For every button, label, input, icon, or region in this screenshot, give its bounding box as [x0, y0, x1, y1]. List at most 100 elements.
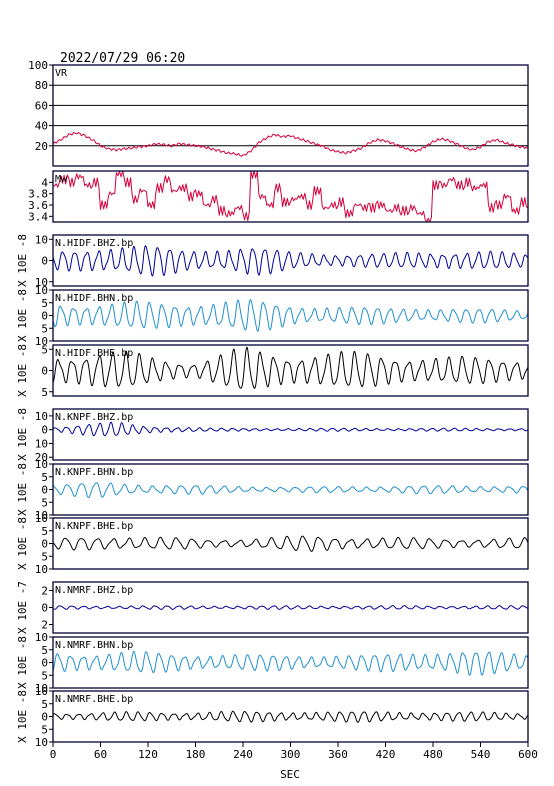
- ytick-label: 80: [35, 79, 48, 92]
- panel-label: N.HIDF.BHE.bp: [55, 348, 133, 359]
- ytick-label: 0: [41, 538, 48, 551]
- panel-label: N.KNPF.BHE.bp: [55, 521, 133, 532]
- trace-1: [52, 131, 529, 157]
- unit-label: X 10E -8: [16, 289, 29, 342]
- ytick-label: 10: [35, 458, 48, 471]
- panel-label: N.HIDF.BHN.bp: [55, 293, 133, 304]
- trace-10: [52, 650, 529, 676]
- ytick-label: 0: [41, 602, 48, 615]
- panel-label: N.NMRF.BHE.bp: [55, 694, 133, 705]
- ytick-label: 5: [41, 669, 48, 682]
- unit-label: X 10E -8: [16, 234, 29, 287]
- figure-title: 2022/07/29 06:20: [60, 51, 185, 66]
- panel-label: N.NMRF.BHN.bp: [55, 640, 133, 651]
- ytick-label: 0: [41, 657, 48, 670]
- ytick-label: 5: [41, 322, 48, 335]
- panel-2: 3.43.63.84 Mw: [28, 170, 529, 223]
- xtick-label: 600: [518, 748, 538, 761]
- ytick-label: 10: [35, 512, 48, 525]
- panel-1: 20 40 60 80 100 VR: [28, 59, 529, 167]
- ytick-label: 4: [41, 176, 48, 189]
- panel-frame: [52, 408, 529, 461]
- panel-label: N.NMRF.BHZ.bp: [55, 585, 133, 596]
- panel-label: N.HIDF.BHZ.bp: [55, 238, 133, 249]
- panel-9: 2 0 2 N.NMRF.BHZ.bp: [41, 581, 529, 634]
- trace-6: [52, 421, 529, 437]
- x-axis-label: SEC: [280, 768, 300, 781]
- unit-label: X 10E -8: [16, 636, 29, 689]
- ytick-label: 60: [35, 99, 48, 112]
- xtick-label: 60: [94, 748, 107, 761]
- ytick-label: 5: [41, 471, 48, 484]
- ytick-label: 100: [28, 59, 48, 72]
- panel-frame: [52, 64, 529, 167]
- panel-label: N.KNPF.BHZ.bp: [55, 412, 133, 423]
- ytick-label: 10: [35, 284, 48, 297]
- unit-label: X 10E -7: [16, 581, 29, 634]
- ytick-label: 10: [35, 736, 48, 749]
- trace-9: [52, 605, 529, 610]
- panel-label: N.KNPF.BHN.bp: [55, 467, 133, 478]
- ytick-label: 0: [41, 365, 48, 378]
- ytick-label: 2: [41, 585, 48, 598]
- ytick-label: 3.4: [28, 210, 48, 223]
- trace-7: [52, 482, 529, 498]
- ytick-label: 5: [41, 386, 48, 399]
- ytick-label: 10: [35, 233, 48, 246]
- unit-label: X 10E -8: [16, 463, 29, 516]
- ytick-label: 10: [35, 437, 48, 450]
- xtick-label: 120: [138, 748, 158, 761]
- ytick-label: 5: [41, 723, 48, 736]
- panel-3: 10 0 10 N.HIDF.BHZ.bp: [35, 233, 529, 289]
- panel-5: 5 0 5 N.HIDF.BHE.bp: [41, 343, 529, 399]
- ytick-label: 10: [35, 509, 48, 522]
- ytick-label: 3.8: [28, 188, 48, 201]
- unit-label: X 10E -8: [16, 408, 29, 461]
- xtick-label: 0: [50, 748, 57, 761]
- xtick-label: 360: [328, 748, 348, 761]
- ytick-label: 5: [41, 525, 48, 538]
- trace-5: [52, 346, 529, 389]
- ytick-label: 0: [41, 255, 48, 268]
- xtick-label: 240: [233, 748, 253, 761]
- unit-label: X 10E -8: [16, 344, 29, 397]
- unit-label: X 10E -8: [16, 690, 29, 743]
- ytick-label: 5: [41, 343, 48, 356]
- trace-11: [52, 710, 529, 723]
- ytick-label: 5: [41, 644, 48, 657]
- panel-label: Mw: [55, 174, 68, 185]
- ytick-label: 10: [35, 685, 48, 698]
- ytick-label: 0: [41, 424, 48, 437]
- ytick-label: 0: [41, 711, 48, 724]
- ytick-label: 3.6: [28, 199, 48, 212]
- ytick-label: 5: [41, 496, 48, 509]
- ytick-label: 5: [41, 550, 48, 563]
- trace-2: [52, 170, 529, 223]
- trace-3: [52, 245, 529, 277]
- ytick-label: 10: [35, 335, 48, 348]
- ytick-label: 10: [35, 682, 48, 695]
- ytick-label: 40: [35, 120, 48, 133]
- trace-4: [52, 299, 529, 332]
- ytick-label: 0: [41, 484, 48, 497]
- ytick-label: 10: [35, 410, 48, 423]
- ytick-label: 10: [35, 563, 48, 576]
- panel-label: VR: [55, 68, 68, 79]
- ytick-label: 0: [41, 310, 48, 323]
- ytick-label: 5: [41, 297, 48, 310]
- panel-frame: [52, 170, 529, 223]
- unit-label: X 10E -8: [16, 517, 29, 570]
- trace-8: [52, 535, 529, 552]
- ytick-label: 20: [35, 451, 48, 464]
- ytick-label: 10: [35, 276, 48, 289]
- ytick-label: 2: [41, 619, 48, 632]
